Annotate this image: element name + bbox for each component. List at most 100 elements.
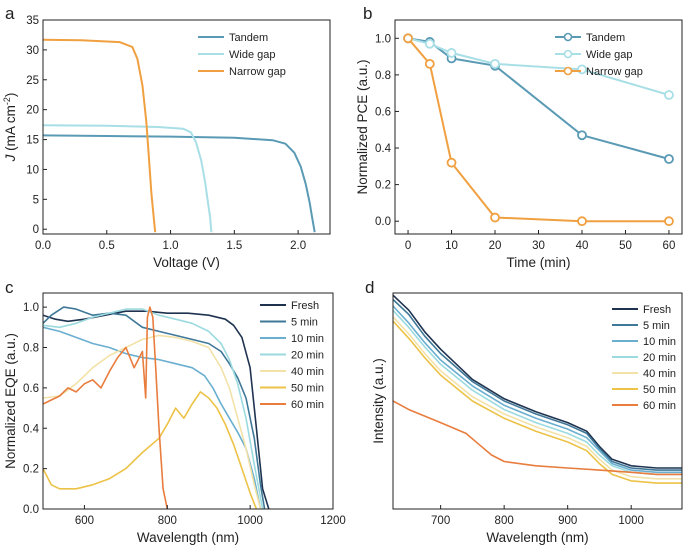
series-line-d-6 <box>393 400 682 476</box>
x-tick-label-d-0: 700 <box>431 515 450 527</box>
x-tick-label-a-2: 1.0 <box>163 240 179 252</box>
x-tick-label-a-4: 2.0 <box>290 240 306 252</box>
y-tick-label-c-2: 0.4 <box>23 423 40 435</box>
panel-label-c: c <box>5 278 14 297</box>
legend-label-c-2: 10 min <box>291 333 324 345</box>
legend-label-d-3: 20 min <box>643 352 676 364</box>
legend-label-b-1: Wide gap <box>586 49 632 61</box>
legend-marker-b-1 <box>563 49 573 59</box>
legend-label-c-4: 40 min <box>291 366 324 378</box>
series-line-a-0 <box>43 134 316 233</box>
x-axis-label-d: Wavelength (nm) <box>486 530 588 545</box>
legend-label-a-1: Wide gap <box>229 49 275 61</box>
legend-label-d-5: 50 min <box>643 384 676 396</box>
marker-b-1-2 <box>446 48 457 58</box>
legend-label-a-0: Tandem <box>229 32 268 44</box>
x-tick-label-b-5: 50 <box>619 240 632 252</box>
y-axis-label-unit: (mA cm <box>3 105 18 155</box>
x-tick-label-d-1: 800 <box>495 515 514 527</box>
series-line-b-2 <box>407 37 669 223</box>
x-tick-label-a-1: 0.5 <box>99 240 115 252</box>
x-tick-label-b-6: 60 <box>663 240 676 252</box>
y-tick-label-b-5: 1.0 <box>375 33 391 45</box>
series-line-c-1 <box>43 306 266 509</box>
panel-d: d 700 800 900 1000 Wavelength (nm) Intensity (… <box>365 278 683 545</box>
plot-frame-a <box>42 19 331 235</box>
legend-label-a-2: Narrow gap <box>229 66 286 78</box>
marker-b-1-3 <box>490 58 500 69</box>
y-tick-label-c-3: 0.6 <box>23 383 39 395</box>
series-line-c-2 <box>43 326 262 509</box>
x-axis-label-c: Wavelength (nm) <box>137 530 239 545</box>
x-tick-label-b-2: 20 <box>489 240 502 252</box>
legend-marker-b-2 <box>563 66 573 76</box>
panel-label-d: d <box>365 278 374 297</box>
y-axis-label-symbol: J <box>3 154 18 162</box>
y-tick-label-c-0: 0.0 <box>23 504 39 516</box>
x-tick-label-b-0: 0 <box>405 240 411 252</box>
x-tick-label-b-3: 30 <box>532 240 545 252</box>
legend-label-c-1: 5 min <box>291 317 318 329</box>
marker-b-0-4 <box>577 130 587 141</box>
legend-label-b-0: Tandem <box>586 32 625 44</box>
marker-b-2-5 <box>664 216 674 227</box>
series-group-c <box>43 306 270 509</box>
x-tick-label-b-4: 40 <box>576 240 589 252</box>
series-line-c-3 <box>43 308 264 509</box>
plot-frame-b <box>394 19 683 235</box>
y-axis-label-d: Intensity (a.u.) <box>371 358 386 444</box>
series-group-a <box>43 38 316 233</box>
series-line-c-6 <box>43 306 169 509</box>
series-line-d-5 <box>393 320 682 484</box>
x-tick-label-a-3: 1.5 <box>226 240 242 252</box>
legend-label-d-1: 5 min <box>643 320 670 332</box>
panel-label-a: a <box>5 4 15 23</box>
series-line-d-0 <box>393 294 682 469</box>
y-tick-label-c-1: 0.2 <box>23 464 39 476</box>
series-line-d-2 <box>393 305 682 474</box>
y-tick-label-a-6: 30 <box>26 45 39 57</box>
legend-label-d-4: 40 min <box>643 368 676 380</box>
series-line-a-2 <box>43 38 157 233</box>
marker-b-2-3 <box>490 212 500 223</box>
legend-label-d-0: Fresh <box>643 304 671 316</box>
y-axis-label-exponent: -2 <box>2 97 12 105</box>
x-tick-label-d-3: 1000 <box>618 515 644 527</box>
legend-c: Fresh 5 min 10 min 20 min 40 min 50 min 60 min <box>260 300 324 411</box>
x-axis-label-a: Voltage (V) <box>153 255 220 270</box>
marker-b-0-5 <box>664 154 674 164</box>
series-line-d-1 <box>393 298 682 471</box>
y-tick-label-a-7: 35 <box>26 15 39 27</box>
y-tick-label-a-3: 15 <box>26 135 39 147</box>
x-tick-label-d-2: 900 <box>558 515 577 527</box>
legend-label-c-5: 50 min <box>291 383 324 395</box>
series-line-d-4 <box>393 316 682 480</box>
y-tick-label-b-1: 0.2 <box>375 180 391 192</box>
y-axis-label-c: Normalized EQE (a.u.) <box>3 333 18 469</box>
x-tick-label-b-1: 10 <box>445 240 458 252</box>
x-tick-label-c-2: 1000 <box>237 515 263 527</box>
y-axis-label-b: Normalized PCE (a.u.) <box>355 59 370 194</box>
marker-b-1-1 <box>424 38 435 49</box>
y-tick-label-a-1: 5 <box>33 194 39 206</box>
marker-b-1-5 <box>664 90 674 100</box>
y-tick-label-c-5: 1.0 <box>23 302 39 314</box>
legend-b: Tandem Wide gap Narrow gap <box>555 32 643 78</box>
panel-a: a 0.0 0.5 1.0 1.5 2.0 0 5 10 15 20 25 30 35 Voltage (V… <box>2 4 331 270</box>
marker-b-2-0 <box>403 33 413 44</box>
y-tick-label-c-4: 0.8 <box>23 343 39 355</box>
series-group-b <box>403 33 674 227</box>
legend-a: Tandem Wide gap Narrow gap <box>198 32 286 78</box>
marker-b-2-4 <box>577 216 587 227</box>
series-group-d <box>393 294 682 484</box>
series-line-d-3 <box>393 309 682 476</box>
marker-b-2-1 <box>424 58 435 69</box>
x-tick-label-c-3: 1200 <box>320 515 346 527</box>
series-line-c-5 <box>43 391 258 509</box>
x-tick-label-a-0: 0.0 <box>35 240 51 252</box>
y-tick-label-b-0: 0.0 <box>375 216 391 228</box>
series-line-c-4 <box>43 334 262 509</box>
x-tick-label-c-0: 600 <box>75 515 94 527</box>
marker-b-1-4 <box>577 64 587 75</box>
y-tick-label-b-3: 0.6 <box>375 106 391 118</box>
